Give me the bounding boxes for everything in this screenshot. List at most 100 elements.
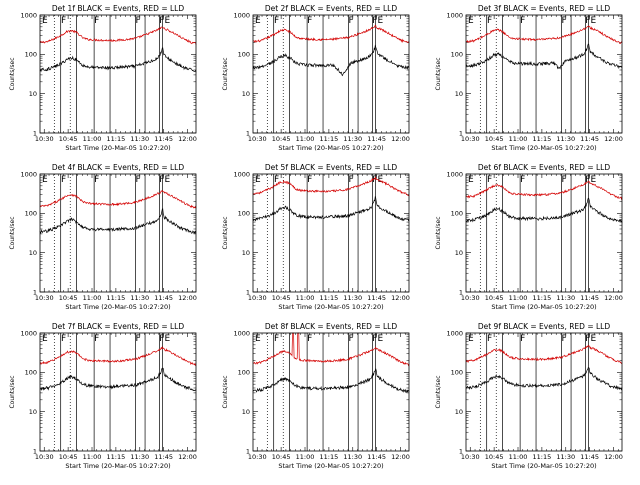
x-tick-label: 11:00 bbox=[509, 135, 528, 143]
lld-series-line bbox=[465, 25, 623, 44]
plot-frame bbox=[39, 173, 197, 293]
flag-label: FE bbox=[585, 334, 596, 344]
x-tick-label: 10:45 bbox=[485, 453, 504, 461]
y-tick-label: 100 bbox=[25, 51, 37, 59]
x-tick-label: 10:45 bbox=[485, 135, 504, 143]
x-axis-label: Start Time (20-Mar-05 10:27:20) bbox=[278, 144, 383, 152]
flag-label: F bbox=[274, 16, 279, 26]
flag-label: F bbox=[349, 16, 354, 26]
x-tick-label: 11:45 bbox=[367, 453, 386, 461]
x-tick-label: 12:00 bbox=[391, 453, 410, 461]
y-tick-label: 1 bbox=[33, 447, 37, 455]
x-tick-label: 11:30 bbox=[343, 453, 362, 461]
x-tick-label: 11:45 bbox=[580, 135, 599, 143]
flag-label: F bbox=[520, 16, 525, 26]
y-axis-label: Counts/sec bbox=[435, 375, 442, 408]
panel-title: Det 9f BLACK = Events, RED = LLD bbox=[478, 322, 611, 331]
x-tick-label: 11:15 bbox=[533, 294, 552, 302]
flag-label: E bbox=[255, 16, 261, 26]
x-tick-label: 11:30 bbox=[556, 135, 575, 143]
flag-label: E bbox=[468, 334, 474, 344]
flag-label: F bbox=[562, 334, 567, 344]
plot-frame bbox=[465, 173, 623, 293]
x-tick-label: 10:30 bbox=[35, 453, 54, 461]
flag-label: FE bbox=[585, 16, 596, 26]
panel-det-7: Det 7f BLACK = Events, RED = LLD Counts/s… bbox=[9, 322, 197, 470]
events-series-line bbox=[39, 46, 197, 73]
y-tick-label: 1 bbox=[246, 129, 250, 137]
panel-title: Det 8f BLACK = Events, RED = LLD bbox=[265, 322, 398, 331]
flag-label: FE bbox=[372, 334, 383, 344]
y-tick-label: 1000 bbox=[446, 329, 463, 337]
x-tick-label: 11:00 bbox=[83, 453, 102, 461]
x-tick-label: 11:00 bbox=[296, 453, 315, 461]
x-tick-label: 10:45 bbox=[272, 135, 291, 143]
x-tick-label: 10:30 bbox=[461, 453, 480, 461]
x-tick-label: 11:00 bbox=[83, 294, 102, 302]
x-axis-label: Start Time (20-Mar-05 10:27:20) bbox=[491, 303, 596, 311]
y-tick-label: 1000 bbox=[233, 170, 250, 178]
y-tick-label: 1000 bbox=[20, 11, 37, 19]
x-tick-label: 11:00 bbox=[509, 453, 528, 461]
flag-label: E bbox=[42, 16, 48, 26]
lld-series-line bbox=[39, 189, 197, 209]
flag-label: F bbox=[487, 334, 492, 344]
flag-label: FE bbox=[159, 16, 170, 26]
y-tick-label: 100 bbox=[238, 369, 250, 377]
events-series-line bbox=[465, 197, 623, 224]
flag-label: FE bbox=[372, 175, 383, 185]
flag-label: F bbox=[349, 334, 354, 344]
panel-det-8: Det 8f BLACK = Events, RED = LLD Counts/s… bbox=[222, 322, 410, 470]
x-tick-label: 10:30 bbox=[35, 135, 54, 143]
y-tick-label: 1 bbox=[459, 447, 463, 455]
x-axis-label: Start Time (20-Mar-05 10:27:20) bbox=[491, 462, 596, 470]
events-series-line bbox=[39, 367, 197, 392]
panel-title: Det 6f BLACK = Events, RED = LLD bbox=[478, 163, 611, 172]
panel-det-5: Det 5f BLACK = Events, RED = LLD Counts/s… bbox=[222, 163, 410, 311]
plot-frame bbox=[252, 173, 410, 293]
y-tick-label: 1000 bbox=[20, 170, 37, 178]
y-tick-label: 10 bbox=[242, 90, 250, 98]
y-tick-label: 100 bbox=[238, 51, 250, 59]
x-tick-label: 11:45 bbox=[580, 294, 599, 302]
x-tick-label: 11:45 bbox=[154, 294, 173, 302]
y-tick-label: 10 bbox=[242, 408, 250, 416]
x-tick-label: 10:30 bbox=[35, 294, 54, 302]
x-tick-label: 11:00 bbox=[296, 294, 315, 302]
lld-series-line bbox=[39, 26, 197, 45]
x-axis-label: Start Time (20-Mar-05 10:27:20) bbox=[278, 462, 383, 470]
x-tick-label: 10:30 bbox=[461, 135, 480, 143]
y-tick-label: 10 bbox=[29, 249, 37, 257]
flag-label: F bbox=[94, 334, 99, 344]
plot-frame bbox=[252, 14, 410, 134]
lld-series-line bbox=[252, 332, 410, 367]
lld-series-line bbox=[252, 24, 410, 44]
x-tick-label: 10:30 bbox=[248, 294, 267, 302]
y-tick-label: 1 bbox=[33, 288, 37, 296]
y-tick-label: 1 bbox=[459, 129, 463, 137]
events-series-line bbox=[465, 367, 623, 391]
x-tick-label: 10:45 bbox=[272, 453, 291, 461]
x-tick-label: 12:00 bbox=[391, 294, 410, 302]
flag-label: F bbox=[61, 334, 66, 344]
y-axis-label: Counts/sec bbox=[222, 216, 229, 249]
panel-det-1: Det 1f BLACK = Events, RED = LLD Counts/s… bbox=[9, 4, 197, 152]
flag-label: F bbox=[307, 175, 312, 185]
x-tick-label: 11:30 bbox=[343, 294, 362, 302]
flag-label: E bbox=[468, 175, 474, 185]
x-tick-label: 12:00 bbox=[178, 294, 197, 302]
x-tick-label: 11:15 bbox=[533, 453, 552, 461]
plot-frame bbox=[39, 332, 197, 452]
y-tick-label: 100 bbox=[451, 210, 463, 218]
y-tick-label: 1 bbox=[246, 288, 250, 296]
flag-label: F bbox=[61, 175, 66, 185]
events-series-line bbox=[39, 207, 197, 235]
x-tick-label: 12:00 bbox=[604, 453, 623, 461]
y-axis-label: Counts/sec bbox=[9, 216, 16, 249]
panel-det-3: Det 3f BLACK = Events, RED = LLD Counts/s… bbox=[435, 4, 623, 152]
x-axis-label: Start Time (20-Mar-05 10:27:20) bbox=[65, 303, 170, 311]
x-tick-label: 11:15 bbox=[320, 453, 339, 461]
y-axis-label: Counts/sec bbox=[9, 57, 16, 90]
y-tick-label: 100 bbox=[451, 51, 463, 59]
